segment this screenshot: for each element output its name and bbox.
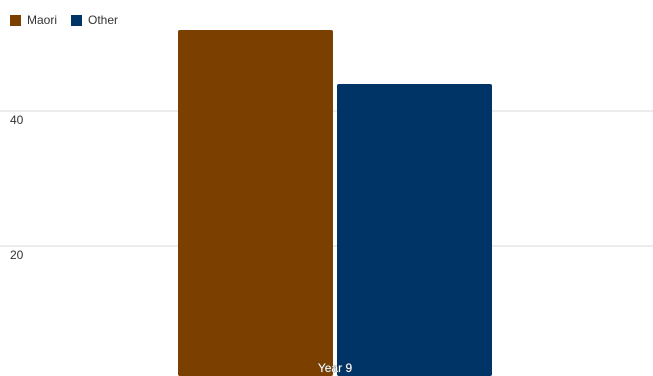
legend-label-maori: Maori <box>27 13 58 27</box>
legend-swatch-maori <box>10 14 21 26</box>
legend: Maori Other <box>10 13 118 27</box>
legend-item-maori[interactable]: Maori <box>10 13 57 27</box>
bars <box>178 30 492 376</box>
bar-maori[interactable] <box>178 30 333 376</box>
x-axis-labels: Year 9 <box>318 361 353 376</box>
legend-item-other[interactable]: Other <box>71 13 118 27</box>
y-tick-label-40: 40 <box>10 113 24 127</box>
legend-swatch-other <box>71 14 83 26</box>
y-tick-label-20: 20 <box>10 248 24 262</box>
bar-other[interactable] <box>337 84 492 376</box>
legend-label-other: Other <box>88 13 119 27</box>
x-category-label: Year 9 <box>318 361 353 375</box>
